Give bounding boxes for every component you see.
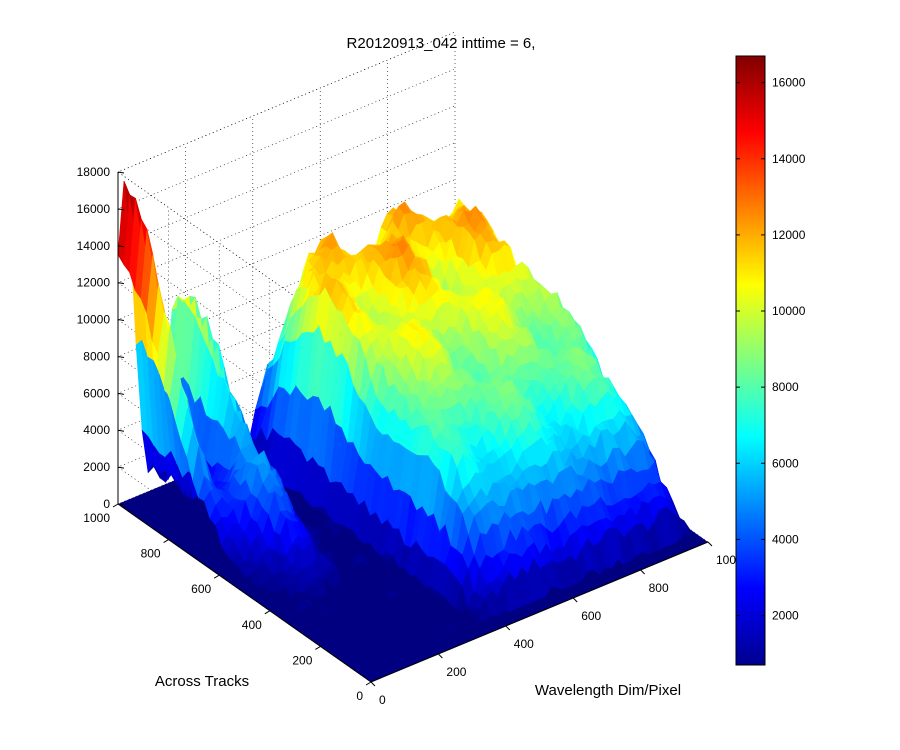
y-tick-label-0: 0	[356, 689, 363, 703]
surface-patch	[391, 589, 404, 595]
surface-patch	[314, 585, 328, 598]
surface-patch	[314, 577, 328, 592]
colorbar-tick-label-2: 6000	[772, 456, 799, 470]
z-tick-label-6: 12000	[77, 276, 111, 290]
colorbar-tick-label-4: 10000	[772, 304, 806, 318]
z-tick-labels: 0 2000 4000 6000 8000 10000 12000 14000 16000 180…	[77, 165, 125, 511]
y-axis-label: Across Tracks	[155, 673, 249, 690]
colorbar-tick-label-5: 12000	[772, 228, 806, 242]
y-tick-mark-4	[163, 539, 169, 544]
surface-patch	[443, 623, 457, 633]
z-tick-label-5: 10000	[77, 313, 111, 327]
top-back-edge	[117, 31, 456, 351]
z-tick-mark-4	[117, 355, 125, 358]
surface-patch	[356, 554, 370, 568]
z-tick-label-0: 0	[103, 497, 110, 511]
axis-lines	[117, 172, 709, 683]
x-tick-label-0: 0	[379, 693, 386, 707]
grid-line-z-5	[117, 179, 456, 498]
z-tick-mark-2	[117, 429, 125, 432]
z-tick-mark-6	[117, 282, 125, 285]
z-tick-mark-8	[117, 208, 125, 211]
y-tick-mark-1	[315, 645, 321, 650]
grid-line-z-6	[117, 142, 456, 461]
x-tick-mark-4	[640, 569, 645, 575]
y-axis-line	[117, 503, 372, 683]
surface-patch	[319, 604, 332, 614]
z-tick-mark-5	[117, 319, 125, 322]
colorbar-ticks: 2000 4000 6000 8000 10000 12000 14000 16000	[736, 76, 806, 623]
surface-mesh	[117, 180, 691, 633]
colorbar-tick-label-6: 14000	[772, 152, 806, 166]
z-tick-label-4: 8000	[83, 349, 110, 363]
x-tick-label-2: 400	[514, 637, 534, 651]
grid-line-z-7	[117, 105, 456, 425]
z-tick-mark-1	[117, 466, 125, 469]
y-tick-mark-3	[213, 574, 220, 579]
y-tick-label-2: 400	[242, 618, 262, 632]
x-tick-label-4: 800	[649, 581, 669, 595]
x-axis-line	[370, 541, 709, 683]
y-tick-mark-5	[112, 503, 119, 508]
y-tick-label-1: 200	[292, 653, 312, 667]
chart-title: R20120913_042 inttime = 6,	[347, 35, 536, 52]
x-tick-mark-0	[370, 681, 376, 687]
colorbar-tick-label-0: 2000	[772, 609, 799, 623]
x-axis-label: Wavelength Dim/Pixel	[535, 682, 681, 699]
x-tick-label-1: 200	[446, 665, 466, 679]
z-tick-label-8: 16000	[77, 202, 111, 216]
surface-patch	[677, 516, 691, 537]
x-tick-mark-5	[707, 541, 713, 547]
y-tick-label-4: 800	[141, 547, 161, 561]
z-tick-label-9: 18000	[77, 165, 111, 179]
z-tick-mark-3	[117, 392, 125, 395]
z-tick-label-7: 14000	[77, 239, 111, 253]
z-tick-mark-7	[117, 245, 125, 248]
colorbar-tick-label-7: 16000	[772, 76, 806, 90]
z-tick-label-3: 6000	[83, 386, 110, 400]
y-tick-mark-0	[365, 681, 372, 686]
colorbar-gradient	[735, 55, 766, 666]
x-tick-mark-3	[572, 597, 578, 603]
y-tick-mark-2	[264, 610, 271, 615]
surface-patch	[301, 599, 315, 609]
colorbar-tick-label-3: 8000	[772, 380, 799, 394]
colorbar-tick-label-1: 4000	[772, 532, 799, 546]
z-tick-mark-0	[117, 503, 125, 506]
x-tick-mark-1	[438, 653, 443, 659]
colorbar: 2000 4000 6000 8000 10000 12000 14000 16000	[735, 55, 806, 666]
y-tick-label-5: 1000	[83, 511, 110, 525]
surface-patch	[328, 522, 342, 537]
surface-patch	[332, 568, 346, 584]
grid-line-z-8	[117, 68, 456, 388]
z-tick-label-2: 4000	[83, 423, 110, 437]
x-tick-label-3: 600	[581, 609, 601, 623]
x-tick-mark-2	[505, 625, 511, 631]
y-tick-labels: 0 200 400 600 800 1000	[83, 503, 372, 703]
z-tick-label-1: 2000	[83, 460, 110, 474]
y-tick-label-3: 600	[191, 582, 211, 596]
z-tick-mark-9	[117, 171, 125, 174]
